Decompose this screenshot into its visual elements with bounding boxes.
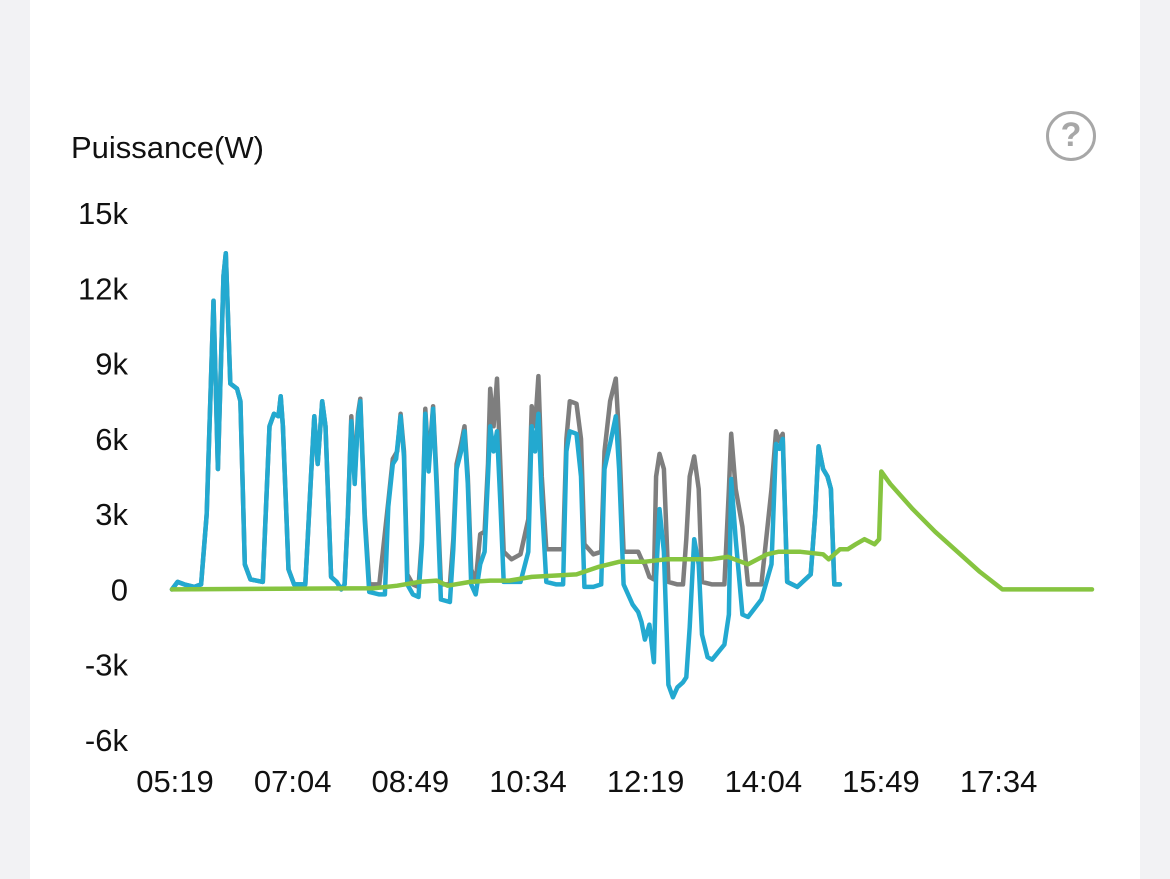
grid-power-line	[169, 250, 843, 700]
y-tick-label: 15k	[78, 196, 128, 231]
x-tick-label: 08:49	[372, 764, 450, 799]
x-tick-label: 10:34	[489, 764, 567, 799]
y-tick-label: -6k	[85, 723, 129, 758]
y-tick-label: 6k	[95, 422, 128, 457]
y-tick-label: 0	[111, 572, 128, 607]
x-tick-label: 07:04	[254, 764, 332, 799]
y-tick-label: 3k	[95, 497, 128, 532]
y-tick-label: -3k	[85, 648, 129, 683]
y-tick-label: 9k	[95, 347, 128, 382]
y-axis-title: Puissance(W)	[71, 130, 264, 165]
x-tick-label: 14:04	[725, 764, 803, 799]
solar-power-line	[169, 469, 1095, 592]
x-tick-label: 15:49	[842, 764, 920, 799]
question-mark-circle-icon[interactable]: ?	[1046, 111, 1096, 161]
x-tick-label: 05:19	[136, 764, 214, 799]
x-tick-label: 12:19	[607, 764, 685, 799]
y-tick-label: 12k	[78, 271, 128, 306]
x-tick-label: 17:34	[960, 764, 1038, 799]
